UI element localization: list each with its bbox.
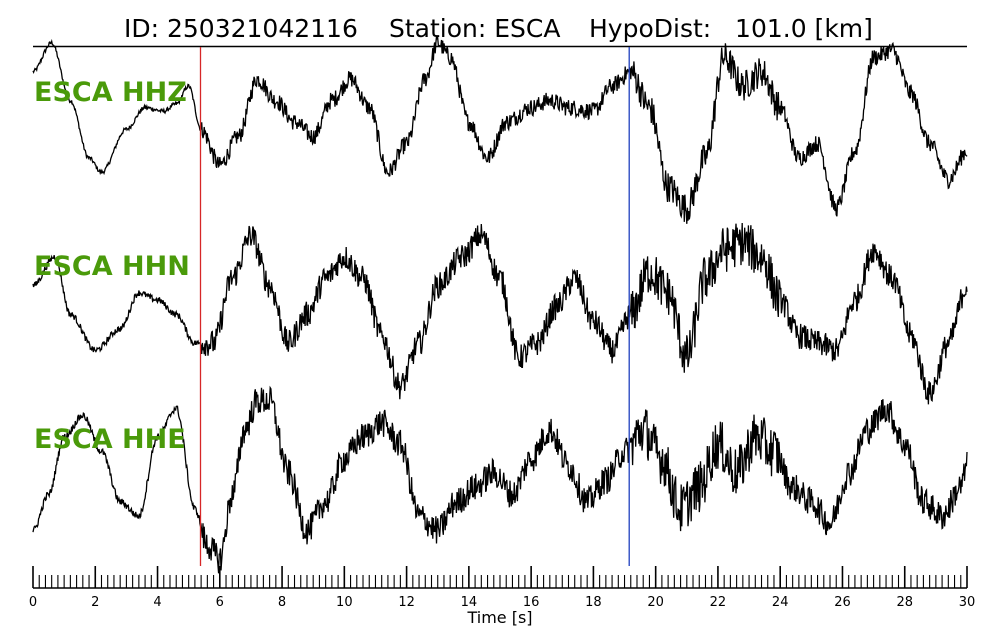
figure-title: ID: 250321042116 Station: ESCA HypoDist:… xyxy=(124,14,873,43)
x-tick-label: 18 xyxy=(585,595,602,610)
x-tick-label: 28 xyxy=(896,595,913,610)
channel-label: ESCA HHZ xyxy=(34,77,187,108)
phase-picks xyxy=(199,47,630,566)
event-id-title: ID: 250321042116 xyxy=(124,14,358,43)
trace-panels xyxy=(32,36,968,574)
x-tick-label: 6 xyxy=(216,595,224,610)
time-axis: 0 2 4 6 8 10 12 14 16 18 20 22 24 26 28 30 xyxy=(29,566,975,610)
hypodist-title: HypoDist: 101.0 [km] xyxy=(589,14,873,43)
channel-label: ESCA HHE xyxy=(34,424,186,455)
channel-labels: ESCA HHZ ESCA HHN ESCA HHE xyxy=(34,77,190,455)
trace-esca-hhn xyxy=(32,222,968,405)
channel-label: ESCA HHN xyxy=(34,251,190,282)
x-tick-label: 26 xyxy=(834,595,851,610)
x-tick-label: 10 xyxy=(336,595,353,610)
x-tick-label: 22 xyxy=(710,595,727,610)
x-tick-label: 2 xyxy=(91,595,99,610)
x-tick-label: 24 xyxy=(772,595,789,610)
x-tick-label: 20 xyxy=(647,595,664,610)
trace-esca-hhe xyxy=(32,385,968,574)
x-tick-label: 30 xyxy=(959,595,976,610)
x-tick-label: 4 xyxy=(153,595,161,610)
station-title: Station: ESCA xyxy=(389,14,560,43)
x-tick-label: 16 xyxy=(523,595,540,610)
trace-esca-hhz xyxy=(32,36,968,224)
x-tick-label: 14 xyxy=(461,595,478,610)
x-tick-label: 12 xyxy=(398,595,415,610)
x-tick-label: 8 xyxy=(278,595,286,610)
x-tick-label: 0 xyxy=(29,595,37,610)
x-axis-label: Time [s] xyxy=(466,608,532,627)
